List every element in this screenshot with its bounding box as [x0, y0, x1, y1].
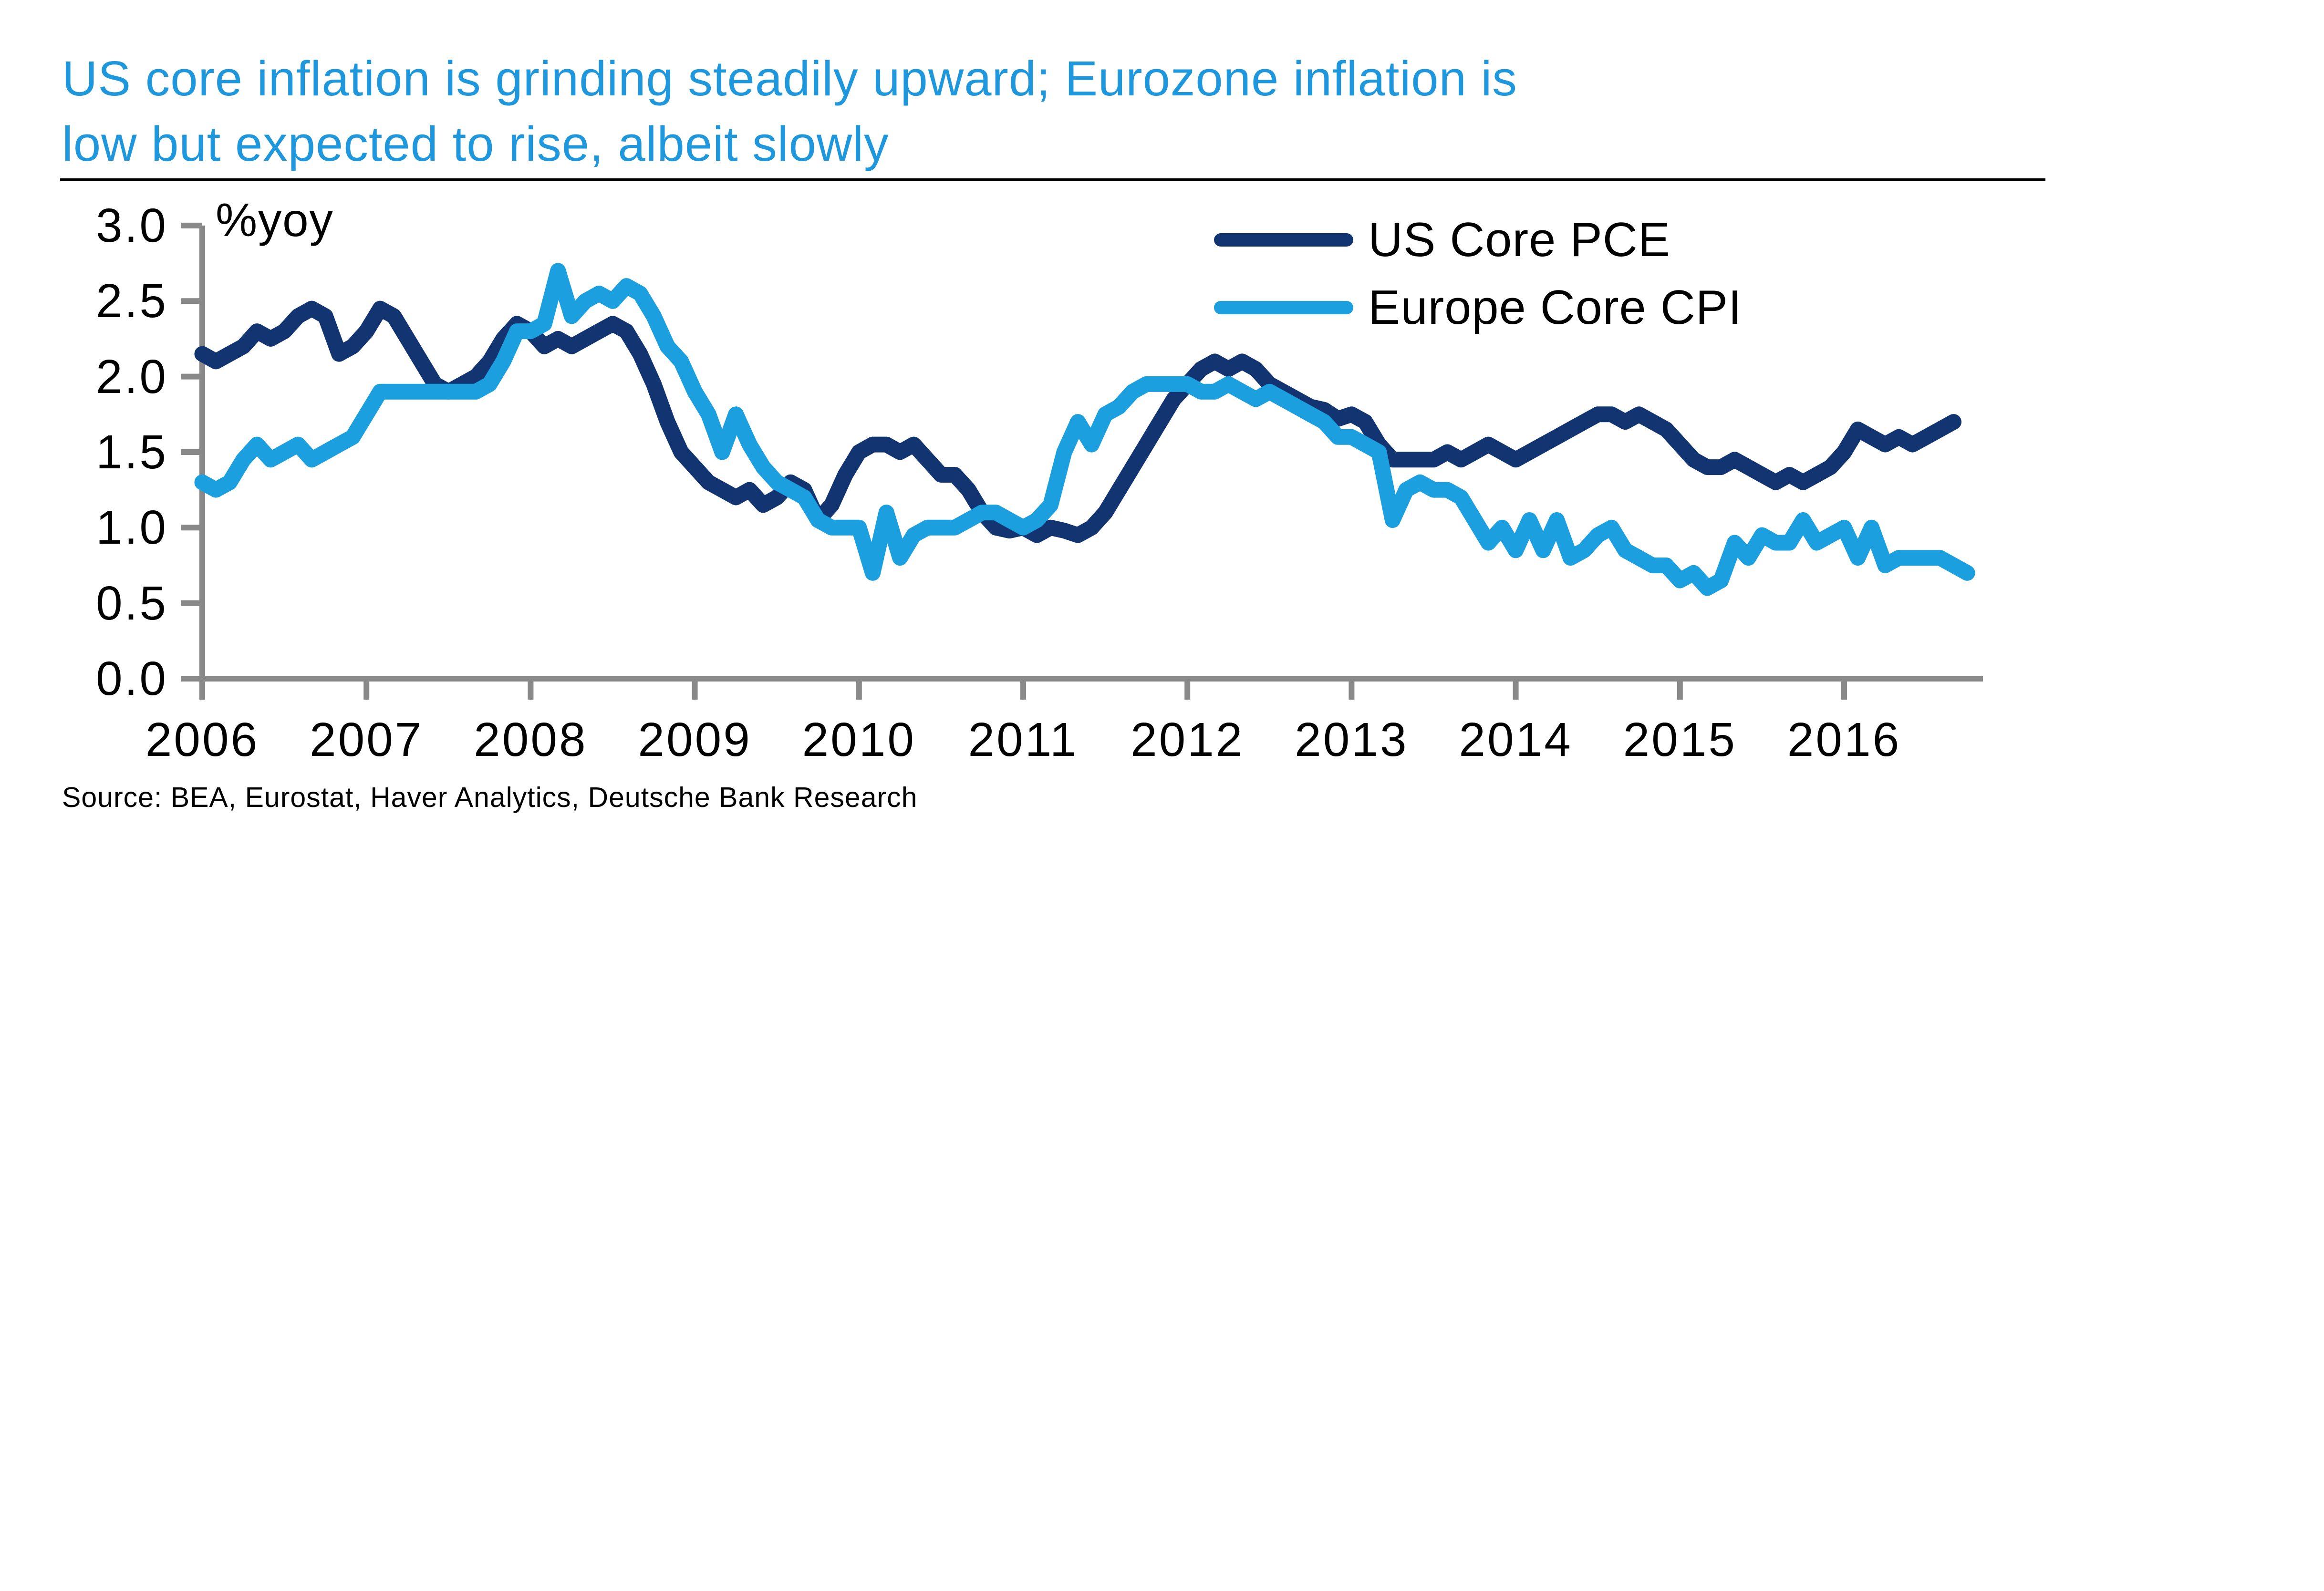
- y-axis-unit-label: %yoy: [216, 194, 334, 246]
- x-axis-label: 2013: [1295, 713, 1409, 766]
- europe-core-cpi-legend-label: Europe Core CPI: [1368, 281, 1743, 334]
- x-axis-label: 2006: [145, 713, 259, 766]
- y-axis-label: 2.0: [95, 350, 168, 403]
- us-core-pce-legend-line: [1214, 233, 1353, 247]
- x-axis-label: 2010: [802, 713, 916, 766]
- y-axis-label: 1.5: [95, 425, 168, 479]
- x-axis-label: 2009: [638, 713, 752, 766]
- y-axis-label: 0.0: [95, 652, 168, 705]
- source-note: Source: BEA, Eurostat, Haver Analytics, …: [62, 782, 918, 813]
- chart-title-line-1: US core inflation is grinding steadily u…: [62, 51, 1517, 106]
- y-axis-label: 0.5: [95, 576, 168, 630]
- chart-title-line-2: low but expected to rise, albeit slowly: [62, 116, 889, 171]
- us-core-pce-legend-label: US Core PCE: [1368, 213, 1671, 267]
- title-divider-rule: [60, 178, 2045, 181]
- x-axis-label: 2015: [1623, 713, 1737, 766]
- chart-title: US core inflation is grinding steadily u…: [62, 46, 1517, 176]
- x-axis-label: 2016: [1787, 713, 1901, 766]
- y-axis-label: 2.5: [95, 274, 168, 328]
- y-axis-label: 3.0: [95, 198, 168, 252]
- us-core-pce-line: [194, 300, 1961, 543]
- x-axis-label: 2007: [309, 713, 424, 766]
- europe-core-cpi-legend-line: [1214, 301, 1353, 314]
- y-axis-label: 1.0: [95, 501, 168, 555]
- x-axis-label: 2012: [1130, 713, 1245, 766]
- x-axis-label: 2014: [1459, 713, 1573, 766]
- x-axis-label: 2008: [474, 713, 588, 766]
- x-axis-label: 2011: [968, 713, 1079, 766]
- europe-core-cpi-line: [194, 263, 1975, 596]
